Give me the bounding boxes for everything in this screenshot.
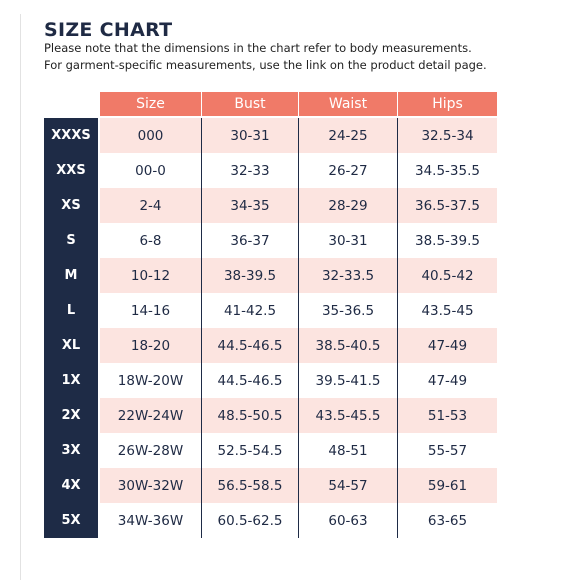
size-cell: 2-4 bbox=[139, 197, 162, 214]
size-row-label: M bbox=[64, 268, 78, 283]
waist-cell: 38.5-40.5 bbox=[298, 328, 397, 363]
table-row: 30W-32W 56.5-58.5 54-57 59-61 bbox=[100, 468, 497, 503]
table-row: 2-4 34-35 28-29 36.5-37.5 bbox=[100, 188, 497, 223]
left-divider bbox=[20, 14, 21, 580]
hips-cell: 40.5-42 bbox=[397, 258, 497, 293]
waist-cell: 48-51 bbox=[298, 433, 397, 468]
hips-cell: 34.5-35.5 bbox=[397, 153, 497, 188]
size-cell: 34W-36W bbox=[117, 512, 184, 529]
table-row: 6-8 36-37 30-31 38.5-39.5 bbox=[100, 223, 497, 258]
waist-cell: 39.5-41.5 bbox=[298, 363, 397, 398]
waist-cell: 60-63 bbox=[298, 503, 397, 538]
waist-cell: 43.5-45.5 bbox=[298, 398, 397, 433]
size-row-label: L bbox=[66, 303, 76, 318]
note-line-2: For garment-specific measurements, use t… bbox=[44, 58, 487, 72]
bust-cell: 34-35 bbox=[201, 188, 298, 223]
table-row: 000 30-31 24-25 32.5-34 bbox=[100, 118, 497, 153]
hips-cell: 59-61 bbox=[397, 468, 497, 503]
size-row-label: 1X bbox=[61, 373, 81, 388]
size-row-label: 2X bbox=[61, 408, 81, 423]
column-header-bust: Bust bbox=[201, 92, 298, 116]
size-cell: 30W-32W bbox=[117, 477, 184, 494]
size-row-label: XXS bbox=[56, 163, 86, 178]
bust-cell: 30-31 bbox=[201, 118, 298, 153]
table-header-row: Size Bust Waist Hips bbox=[100, 92, 497, 116]
bust-cell: 44.5-46.5 bbox=[201, 363, 298, 398]
table-row: 00-0 32-33 26-27 34.5-35.5 bbox=[100, 153, 497, 188]
hips-cell: 63-65 bbox=[397, 503, 497, 538]
size-row-label: 3X bbox=[61, 443, 81, 458]
size-row-label: XL bbox=[61, 338, 81, 353]
size-cell: 22W-24W bbox=[117, 407, 184, 424]
size-cell: 000 bbox=[137, 127, 164, 144]
waist-cell: 54-57 bbox=[298, 468, 397, 503]
bust-cell: 32-33 bbox=[201, 153, 298, 188]
table-row: 34W-36W 60.5-62.5 60-63 63-65 bbox=[100, 503, 497, 538]
size-cell: 18-20 bbox=[130, 337, 171, 354]
table-row: 10-12 38-39.5 32-33.5 40.5-42 bbox=[100, 258, 497, 293]
size-cell: 10-12 bbox=[130, 267, 171, 284]
hips-cell: 51-53 bbox=[397, 398, 497, 433]
hips-cell: 47-49 bbox=[397, 328, 497, 363]
size-label-column: XXXS XXS XS S M L XL 1X 2X 3X 4X 5X bbox=[44, 118, 98, 538]
waist-cell: 30-31 bbox=[298, 223, 397, 258]
size-row-label: 4X bbox=[61, 478, 81, 493]
hips-cell: 32.5-34 bbox=[397, 118, 497, 153]
table-row: 22W-24W 48.5-50.5 43.5-45.5 51-53 bbox=[100, 398, 497, 433]
size-cell: 14-16 bbox=[130, 302, 171, 319]
bust-cell: 60.5-62.5 bbox=[201, 503, 298, 538]
size-row-label: XS bbox=[61, 198, 81, 213]
bust-cell: 36-37 bbox=[201, 223, 298, 258]
bust-cell: 44.5-46.5 bbox=[201, 328, 298, 363]
size-row-label: 5X bbox=[61, 513, 81, 528]
table-row: 18-20 44.5-46.5 38.5-40.5 47-49 bbox=[100, 328, 497, 363]
waist-cell: 24-25 bbox=[298, 118, 397, 153]
waist-cell: 26-27 bbox=[298, 153, 397, 188]
size-cell: 6-8 bbox=[139, 232, 162, 249]
hips-cell: 36.5-37.5 bbox=[397, 188, 497, 223]
size-cell: 26W-28W bbox=[117, 442, 184, 459]
bust-cell: 38-39.5 bbox=[201, 258, 298, 293]
table-row: 26W-28W 52.5-54.5 48-51 55-57 bbox=[100, 433, 497, 468]
bust-cell: 41-42.5 bbox=[201, 293, 298, 328]
size-cell: 00-0 bbox=[135, 162, 166, 179]
table-row: 14-16 41-42.5 35-36.5 43.5-45 bbox=[100, 293, 497, 328]
waist-cell: 32-33.5 bbox=[298, 258, 397, 293]
waist-cell: 28-29 bbox=[298, 188, 397, 223]
page-title: SIZE CHART bbox=[44, 19, 173, 41]
size-row-label: S bbox=[66, 233, 76, 248]
table-row: 18W-20W 44.5-46.5 39.5-41.5 47-49 bbox=[100, 363, 497, 398]
bust-cell: 52.5-54.5 bbox=[201, 433, 298, 468]
hips-cell: 43.5-45 bbox=[397, 293, 497, 328]
size-chart-table: Size Bust Waist Hips XXXS XXS XS S M L XL 1X 2X 3… bbox=[44, 92, 497, 538]
column-header-waist: Waist bbox=[298, 92, 397, 116]
size-row-label: XXXS bbox=[51, 128, 91, 143]
bust-cell: 56.5-58.5 bbox=[201, 468, 298, 503]
hips-cell: 55-57 bbox=[397, 433, 497, 468]
waist-cell: 35-36.5 bbox=[298, 293, 397, 328]
column-header-hips: Hips bbox=[397, 92, 497, 116]
size-cell: 18W-20W bbox=[117, 372, 184, 389]
hips-cell: 38.5-39.5 bbox=[397, 223, 497, 258]
bust-cell: 48.5-50.5 bbox=[201, 398, 298, 433]
note-line-1: Please note that the dimensions in the c… bbox=[44, 41, 472, 55]
hips-cell: 47-49 bbox=[397, 363, 497, 398]
column-header-size: Size bbox=[100, 92, 201, 116]
